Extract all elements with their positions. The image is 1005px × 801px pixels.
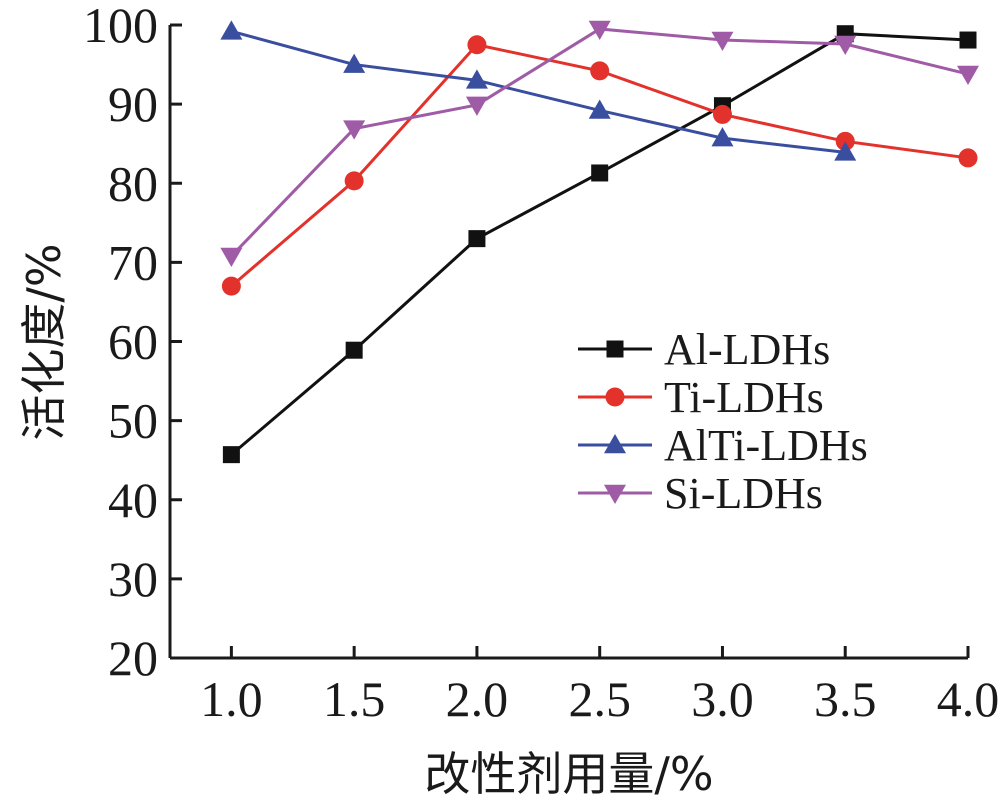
axes — [168, 25, 968, 660]
point-al-ldhs — [591, 164, 609, 182]
point-ti-ldhs — [958, 148, 978, 168]
y-ticks: 20 30 40 50 60 70 80 90 100 — [83, 0, 182, 686]
y-tick-label: 60 — [108, 314, 158, 370]
legend-label-si-ldhs: Si-LDHs — [664, 469, 823, 518]
x-tick-label: 3.0 — [691, 671, 754, 727]
point-alti-ldhs — [711, 127, 734, 147]
legend-label-al-ldhs: Al-LDHs — [664, 325, 830, 374]
point-si-ldhs — [957, 65, 979, 86]
series-line-al-ldhs — [230, 32, 969, 456]
x-tick-label: 3.5 — [814, 671, 877, 727]
point-si-ldhs — [834, 35, 857, 55]
legend-marker-ti-ldhs — [605, 387, 625, 407]
legend-label-alti-ldhs: AlTi-LDHs — [664, 421, 868, 470]
point-si-ldhs — [220, 247, 243, 268]
point-ti-ldhs — [590, 61, 610, 81]
y-tick-label: 20 — [108, 630, 158, 686]
y-tick-label: 40 — [108, 472, 158, 528]
point-ti-ldhs — [467, 35, 487, 55]
y-tick-label: 50 — [108, 393, 158, 449]
point-si-ldhs — [711, 31, 734, 52]
y-tick-label: 90 — [108, 76, 158, 132]
legend-marker-si-ldhs — [604, 484, 626, 504]
y-axis-title: 活化度/% — [17, 243, 71, 440]
point-alti-ldhs — [588, 99, 611, 119]
point-alti-ldhs — [343, 53, 366, 73]
point-si-ldhs — [465, 96, 488, 116]
legend-label-ti-ldhs: Ti-LDHs — [664, 373, 824, 422]
y-tick-label: 30 — [108, 551, 158, 607]
point-ti-ldhs — [344, 171, 364, 191]
series-lines — [230, 27, 969, 456]
y-tick-label: 80 — [108, 155, 158, 211]
point-al-ldhs — [959, 31, 977, 49]
x-axis-title: 改性剂用量/% — [424, 747, 713, 801]
point-al-ldhs — [222, 446, 240, 464]
point-ti-ldhs — [835, 131, 855, 151]
point-ti-ldhs — [712, 104, 732, 124]
series-markers — [220, 20, 979, 464]
point-si-ldhs — [343, 120, 366, 140]
legend-marker-al-ldhs — [606, 340, 624, 358]
x-tick-label: 2.5 — [568, 671, 631, 727]
point-alti-ldhs — [220, 20, 243, 40]
x-tick-label: 4.0 — [937, 671, 1000, 727]
point-si-ldhs — [588, 20, 611, 40]
legend-marker-alti-ldhs — [604, 434, 626, 454]
y-tick-label: 100 — [83, 0, 158, 53]
point-al-ldhs — [468, 230, 486, 248]
x-tick-label: 1.0 — [200, 671, 263, 727]
point-alti-ldhs — [834, 141, 857, 161]
series-line-alti-ldhs — [230, 29, 846, 154]
x-tick-label: 1.5 — [323, 671, 386, 727]
point-ti-ldhs — [221, 276, 241, 296]
y-tick-label: 70 — [108, 234, 158, 290]
point-al-ldhs — [345, 341, 363, 359]
point-alti-ldhs — [465, 69, 488, 89]
x-tick-label: 2.0 — [446, 671, 509, 727]
x-ticks: 1.0 1.5 2.0 2.5 3.0 3.5 4.0 — [200, 646, 999, 727]
